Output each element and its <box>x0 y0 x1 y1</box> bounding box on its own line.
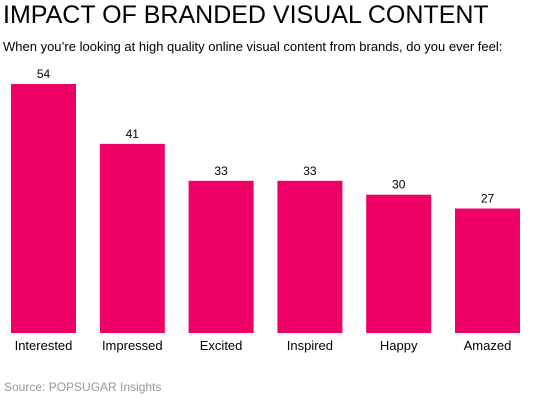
bar-happy <box>366 194 432 333</box>
value-label-inspired: 33 <box>303 164 317 178</box>
bars-group <box>11 84 520 333</box>
value-label-impressed: 41 <box>126 127 140 141</box>
category-label-impressed: Impressed <box>102 338 163 353</box>
category-label-inspired: Inspired <box>287 338 333 353</box>
chart-title: IMPACT OF BRANDED VISUAL CONTENT <box>3 1 489 29</box>
category-label-excited: Excited <box>200 338 243 353</box>
source-note: Source: POPSUGAR Insights <box>4 380 162 394</box>
value-label-interested: 54 <box>37 67 51 81</box>
value-label-amazed: 27 <box>481 192 495 206</box>
bar-excited <box>188 180 254 333</box>
bar-inspired <box>277 180 343 333</box>
chart-subtitle: When you’re looking at high quality onli… <box>3 39 503 54</box>
bar-impressed <box>99 143 165 333</box>
category-labels-group: Interested Impressed Excited Inspired Happy A… <box>15 338 512 353</box>
category-label-happy: Happy <box>380 338 418 353</box>
value-label-happy: 30 <box>392 178 406 192</box>
bar-amazed <box>455 208 520 333</box>
category-label-amazed: Amazed <box>464 338 512 353</box>
value-label-excited: 33 <box>214 164 228 178</box>
category-label-interested: Interested <box>15 338 73 353</box>
bar-interested <box>11 84 76 333</box>
value-labels-group: 54 41 33 33 30 27 <box>37 67 495 206</box>
